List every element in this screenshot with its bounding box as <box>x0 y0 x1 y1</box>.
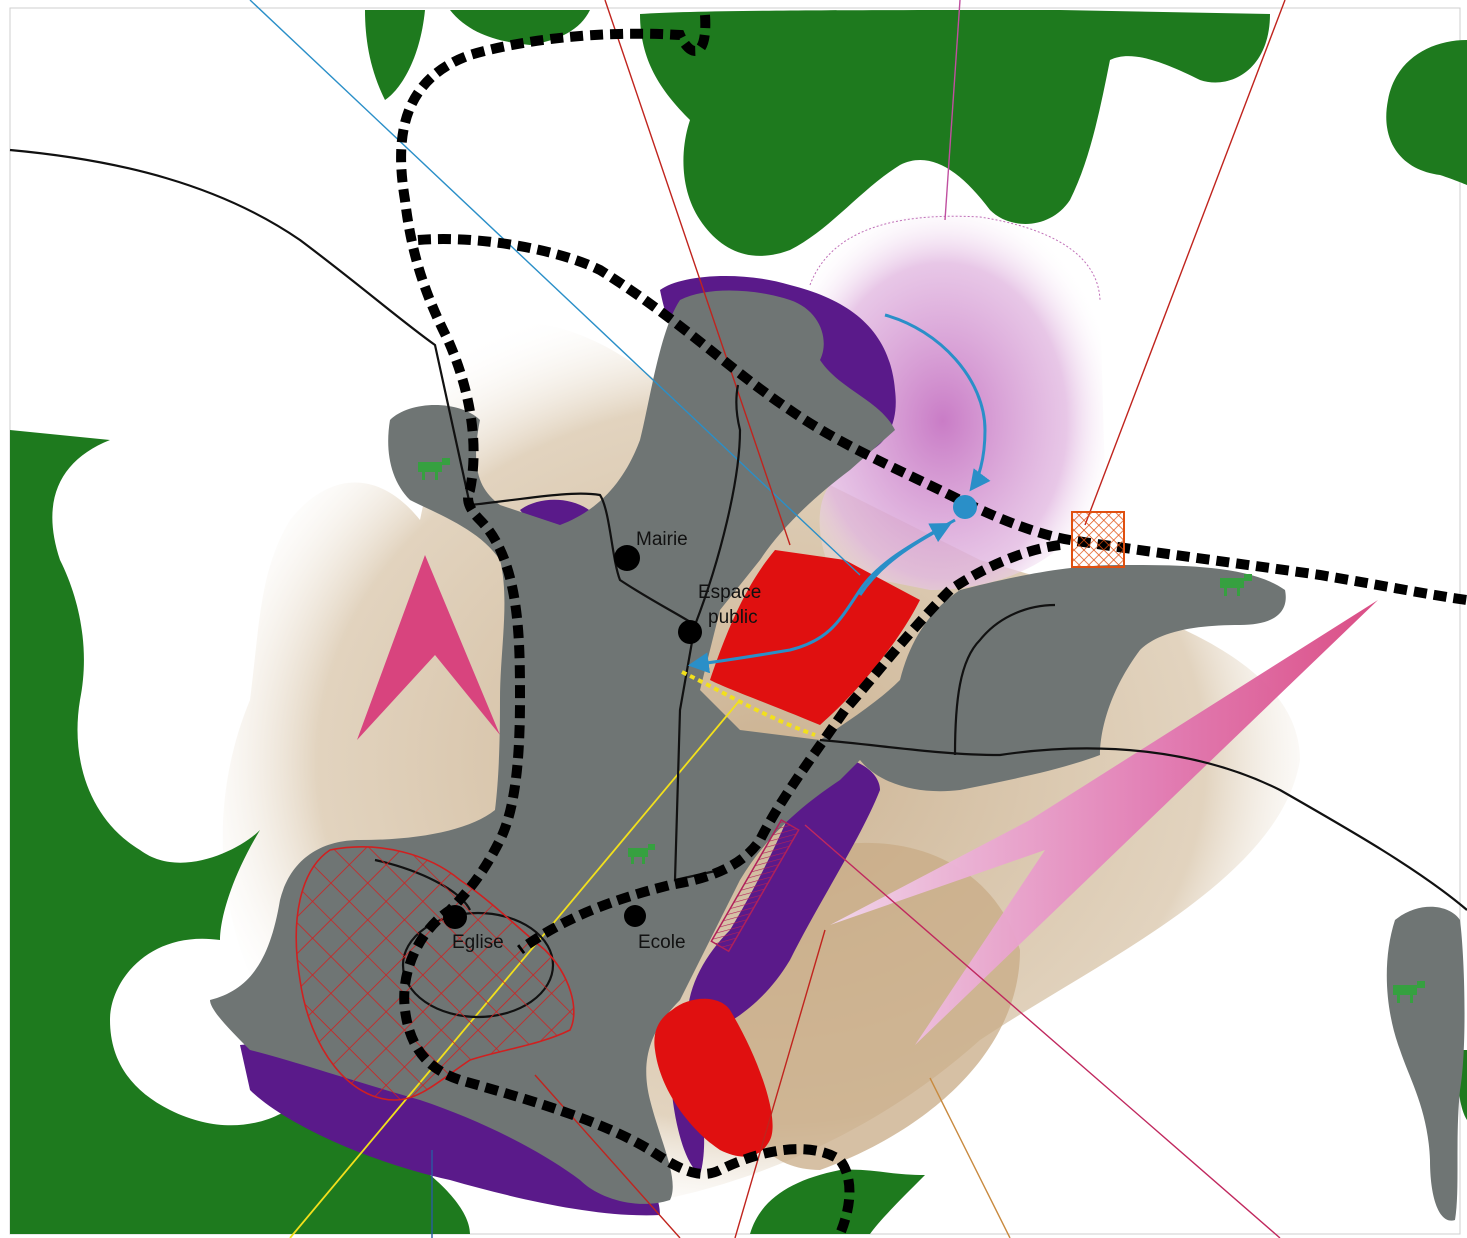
eglise-label: Eglise <box>452 932 504 953</box>
project-zone-central <box>710 550 920 725</box>
cow-icon <box>1220 574 1252 596</box>
cow-icon <box>628 844 655 864</box>
espace-public-label-line2: public <box>708 607 758 628</box>
mairie-marker <box>614 545 640 571</box>
woodland <box>10 10 1467 1234</box>
blue-point-icon <box>953 495 977 519</box>
poi-ecole: Ecole <box>624 905 686 953</box>
hatched-strip <box>710 818 800 953</box>
heritage-perimeter <box>295 846 575 1101</box>
annotation-lines <box>249 0 1286 1238</box>
main-pathways <box>396 14 1467 1236</box>
development-arrow-west <box>357 555 500 740</box>
frontage-line <box>681 670 816 737</box>
planned-zone-outline <box>809 215 1101 301</box>
flow-arrow-east <box>858 523 952 596</box>
espace-public-label-line1: Espace <box>698 582 761 603</box>
development-wedge-east <box>830 600 1378 1045</box>
planned-zone-lilac <box>810 214 1105 590</box>
poi-mairie: Mairie <box>614 529 688 571</box>
mairie-label: Mairie <box>636 529 688 550</box>
ecole-marker <box>624 905 646 927</box>
project-zone-south <box>654 998 773 1157</box>
hatched-square-icon <box>1071 511 1125 568</box>
flow-arrow-north <box>884 313 991 492</box>
poi-eglise: Eglise <box>443 905 504 953</box>
ecole-label: Ecole <box>638 932 686 953</box>
eglise-marker <box>443 905 467 929</box>
cow-icon <box>418 458 450 480</box>
poi-espace-public: Espace public <box>678 582 761 644</box>
cow-icon <box>1393 981 1425 1003</box>
espace-public-marker <box>678 620 702 644</box>
